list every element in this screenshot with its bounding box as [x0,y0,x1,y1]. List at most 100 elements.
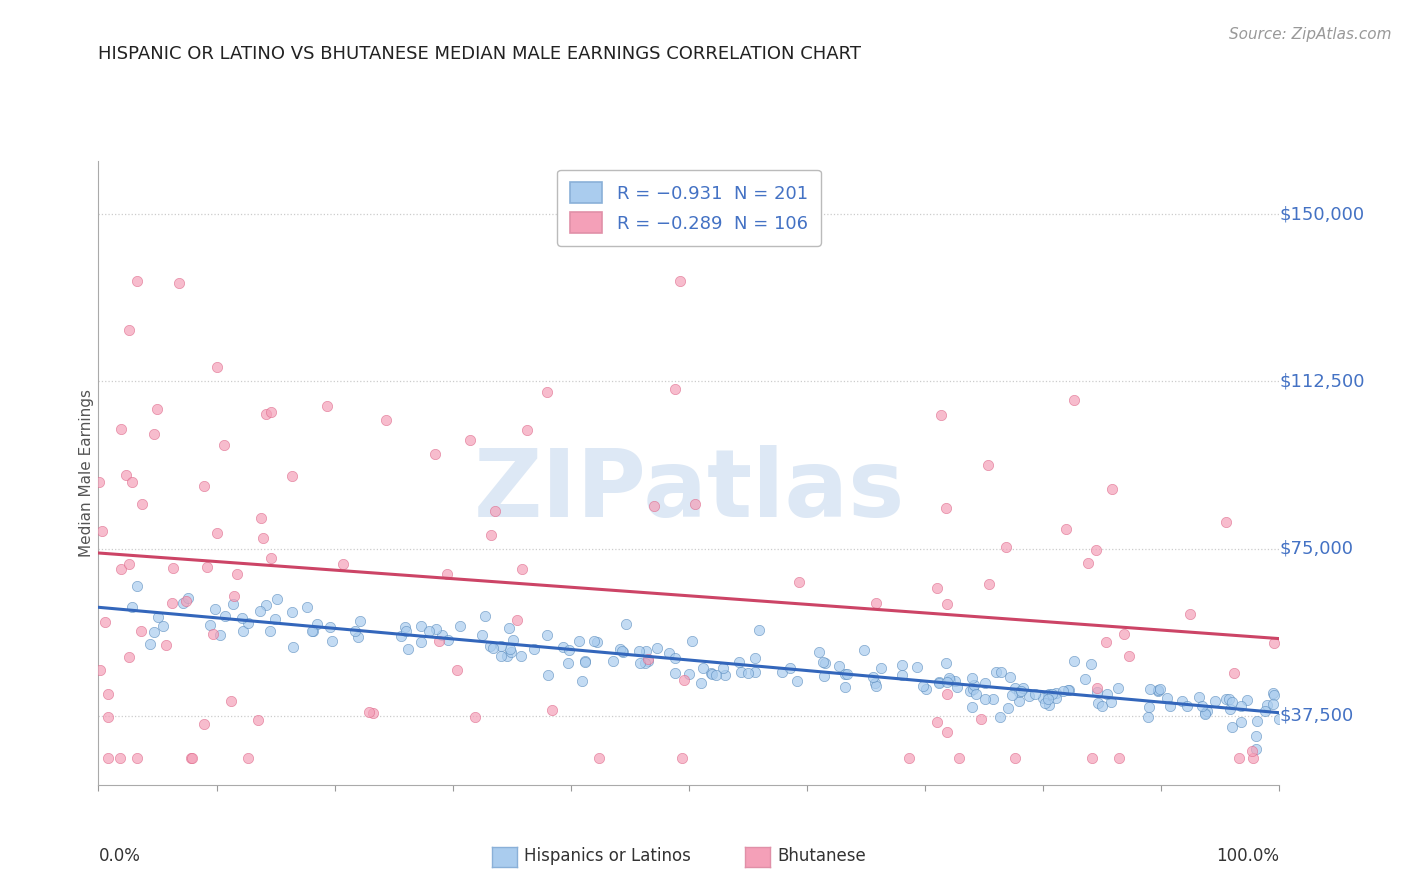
Point [827,658,849,673]
Point [1261,697,1284,711]
Point [1241,751,1264,765]
Point [499,645,522,659]
Point [321,634,343,648]
Point [814,656,837,670]
Point [865,679,887,693]
Point [427,634,450,648]
Point [160,596,183,610]
Point [634,656,657,670]
Point [474,609,496,624]
Point [200,617,222,632]
Point [936,687,959,701]
Point [1244,729,1267,743]
Point [1146,684,1168,698]
Point [770,665,793,679]
Point [813,669,835,683]
Point [155,638,177,652]
Point [779,660,801,674]
Point [464,710,486,724]
Point [1222,720,1244,734]
Text: ZIPatlas: ZIPatlas [474,445,904,538]
Point [430,628,453,642]
Point [1118,649,1140,664]
Point [977,577,1000,591]
Point [664,382,686,396]
Point [583,633,606,648]
Point [246,713,269,727]
Point [970,712,993,726]
Point [1094,635,1116,649]
Point [568,633,591,648]
Point [636,644,658,658]
Point [162,561,184,575]
Point [1254,704,1277,718]
Point [1032,690,1054,705]
Point [658,646,681,660]
Point [928,674,950,689]
Point [1038,698,1060,713]
Point [121,599,143,614]
Text: Bhutanese: Bhutanese [778,847,866,865]
Point [201,627,224,641]
Point [986,665,1008,680]
Text: $75,000: $75,000 [1279,540,1354,558]
Point [489,639,512,653]
Point [946,681,969,695]
Point [359,705,381,719]
Point [204,602,226,616]
Point [628,656,651,670]
Point [1175,699,1198,714]
Point [643,499,665,513]
Point [571,673,593,688]
Point [510,649,533,664]
Point [1097,687,1119,701]
Point [143,625,166,640]
Point [108,751,131,765]
Point [129,624,152,639]
Point [863,676,886,690]
Text: 100.0%: 100.0% [1216,847,1279,865]
Point [935,597,957,611]
Point [231,611,253,625]
Point [172,596,194,610]
Point [315,400,337,414]
Point [1063,654,1085,668]
Text: $37,500: $37,500 [1279,706,1354,725]
Text: 0.0%: 0.0% [98,847,141,865]
Point [1215,516,1237,530]
Point [1045,690,1067,705]
Point [1011,681,1033,695]
Point [418,624,440,639]
Y-axis label: Median Male Earnings: Median Male Earnings [79,389,94,557]
Point [891,668,914,682]
Point [510,562,533,576]
Text: $112,500: $112,500 [1279,372,1365,391]
Point [143,427,166,442]
Point [489,649,512,664]
Point [574,654,596,668]
Point [948,751,970,765]
Point [936,725,959,739]
Point [1038,688,1060,702]
Point [1059,682,1081,697]
Point [685,497,707,511]
Point [931,408,953,422]
Point [437,633,460,648]
Point [226,567,249,582]
Point [1263,688,1285,702]
Point [612,645,634,659]
Point [935,501,957,516]
Point [1204,694,1226,708]
Point [936,674,959,689]
Point [870,661,893,675]
Point [536,385,558,400]
Point [1194,707,1216,722]
Point [1227,751,1250,765]
Point [318,620,340,634]
Point [344,624,367,639]
Point [195,560,218,574]
Point [914,681,936,696]
Point [232,624,254,639]
Point [1108,751,1130,765]
Point [672,673,695,687]
